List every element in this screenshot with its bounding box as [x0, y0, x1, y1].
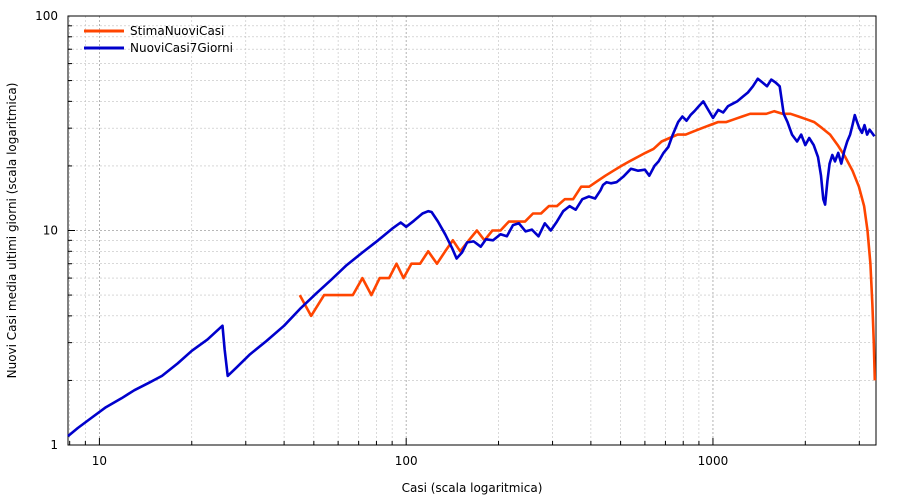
- y-tick-label: 100: [35, 9, 58, 23]
- x-tick-label: 1000: [698, 454, 729, 468]
- series-line-stimanuovicasi: [298, 109, 877, 381]
- legend: StimaNuoviCasi NuoviCasi7Giorni: [84, 24, 233, 55]
- legend-label-nuovicasi7giorni: NuoviCasi7Giorni: [130, 41, 233, 55]
- x-axis-title: Casi (scala logaritmica): [402, 481, 543, 495]
- legend-label-stima: StimaNuoviCasi: [130, 24, 224, 38]
- x-tick-label: 10: [92, 454, 107, 468]
- series-line-nuovicasi7giorni: [67, 77, 876, 438]
- x-tick-label: 100: [395, 454, 418, 468]
- grid: [68, 16, 876, 445]
- series-layer: [67, 77, 877, 438]
- y-axis-title: Nuovi Casi media ultimi giorni (scala lo…: [5, 83, 19, 379]
- y-tick-label: 10: [43, 224, 58, 238]
- axes: 10 100 1000 1 10 100: [35, 9, 860, 468]
- y-tick-label: 1: [50, 438, 58, 452]
